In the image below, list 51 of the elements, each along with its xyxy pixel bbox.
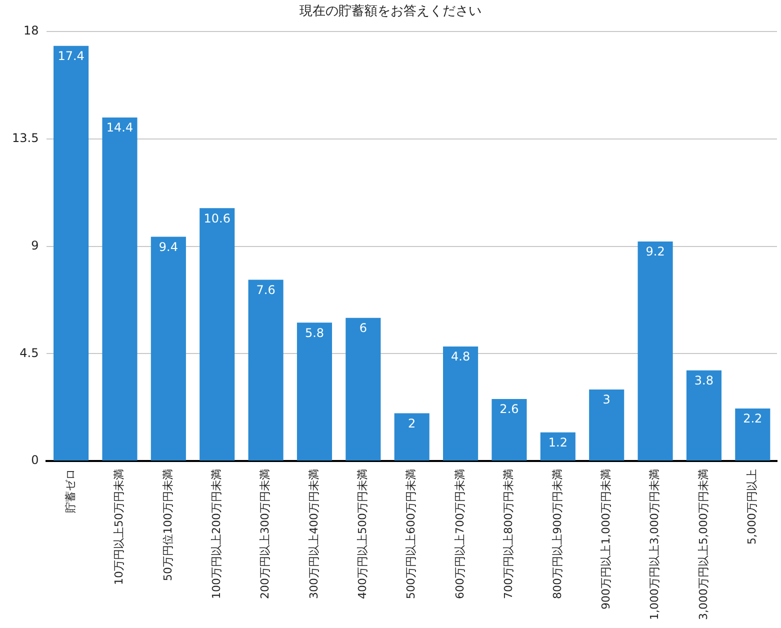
bar xyxy=(394,413,430,461)
x-tick-label: 貯蓄ゼロ xyxy=(64,469,77,514)
x-tick-label: 500万円以上600万円未満 xyxy=(404,469,418,600)
bar xyxy=(150,236,186,461)
bar xyxy=(686,370,722,461)
bar xyxy=(540,432,576,461)
data-label: 7.6 xyxy=(256,282,276,297)
x-tick-label: 200万円以上300万円未満 xyxy=(258,469,272,600)
y-tick-label: 13.5 xyxy=(12,131,39,146)
y-tick-label: 4.5 xyxy=(20,346,39,360)
bar xyxy=(102,117,138,461)
x-tick-label: 5,000万円以上 xyxy=(746,469,759,545)
y-tick-label: 0 xyxy=(31,453,39,468)
data-label: 4.8 xyxy=(451,350,470,364)
bar xyxy=(589,389,624,461)
data-label: 5.8 xyxy=(304,326,324,340)
x-tick-label: 900万円以上1,000万円未満 xyxy=(599,469,612,610)
data-label: 3.8 xyxy=(694,373,714,388)
bar xyxy=(735,408,770,461)
x-tick-label: 800万円以上900万円未満 xyxy=(550,469,564,600)
x-tick-label: 700万円以上800万円未満 xyxy=(502,469,516,600)
data-label: 2.2 xyxy=(743,412,762,426)
data-label: 10.6 xyxy=(204,211,230,226)
y-tick-label: 9 xyxy=(31,238,39,252)
x-tick-label: 400万円以上500万円未満 xyxy=(356,469,370,600)
x-tick-label: 300万円以上400万円未満 xyxy=(307,469,320,600)
bar xyxy=(443,346,478,461)
chart-title: 現在の貯蓄額をお答えください xyxy=(300,4,482,20)
data-label: 3 xyxy=(602,392,610,407)
bar xyxy=(346,318,381,461)
data-label: 2.6 xyxy=(500,402,519,416)
bar xyxy=(54,46,89,461)
data-label: 9.2 xyxy=(646,244,665,259)
y-tick-label: 18 xyxy=(23,24,39,38)
data-label: 1.2 xyxy=(548,436,568,450)
bar xyxy=(248,280,284,461)
bar xyxy=(200,208,235,461)
data-label: 6 xyxy=(359,321,367,336)
data-label: 9.4 xyxy=(158,240,178,254)
x-tick-label: 3,000万円以上5,000万円未満 xyxy=(696,469,710,620)
x-tick-label: 1,000万円以上3,000万円未満 xyxy=(648,469,662,620)
bar xyxy=(638,242,673,461)
data-label: 14.4 xyxy=(106,120,134,135)
bar xyxy=(296,322,332,461)
data-label: 17.4 xyxy=(58,49,84,64)
bar xyxy=(492,398,527,461)
x-tick-label: 100万円以上200万円未満 xyxy=(210,469,223,600)
x-tick-label: 600万円以上700万円未満 xyxy=(453,469,466,600)
x-tick-label: 10万円以上50万円未満 xyxy=(112,469,126,586)
x-tick-label: 50万円位100万円未満 xyxy=(161,469,174,582)
data-label: 2 xyxy=(408,416,416,430)
